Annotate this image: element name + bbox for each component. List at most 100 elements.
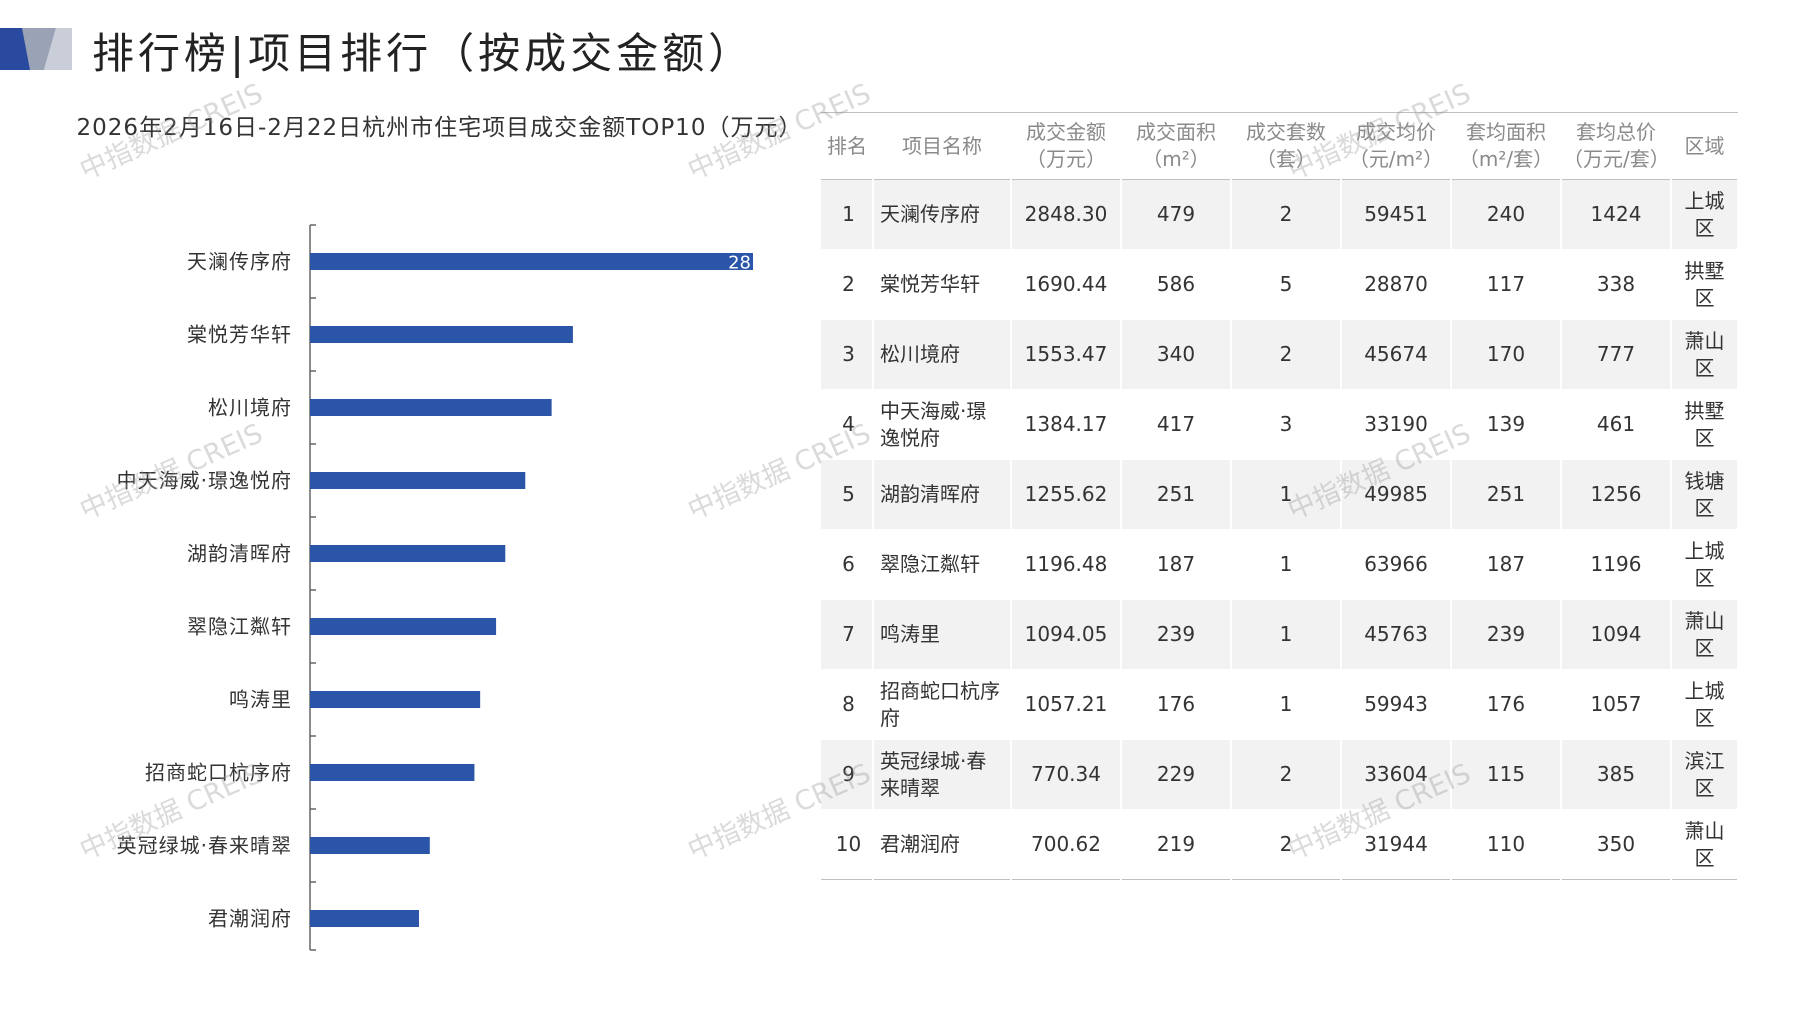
table-row: 4 中天海威·璟逸悦府 1384.17 417 3 33190 139 461 拱墅区 [821,389,1739,460]
table-header-cell: 成交均价 （元/m²） [1341,113,1451,180]
table-cell-rank: 1 [821,179,874,250]
table-cell-avg-price: 45763 [1341,599,1452,670]
table-cell-district: 拱墅区 [1671,249,1739,320]
table-cell-units: 1 [1231,669,1342,740]
bar [310,326,573,343]
table-cell-avg-price: 59451 [1341,179,1452,250]
table-cell-avg-total: 461 [1561,389,1672,460]
table-body: 1 天澜传序府 2848.30 479 2 59451 240 1424 上城区 2 棠悦芳华轩 16… [821,179,1739,880]
bar [310,764,475,781]
table-cell-units: 1 [1231,459,1342,530]
table-cell-avg-price: 31944 [1341,809,1452,880]
table-cell-avg-area: 139 [1451,389,1562,460]
table-cell-amount: 1384.17 [1011,389,1122,460]
table-cell-name: 招商蛇口杭序府 [873,669,1012,740]
table-cell-name: 鸣涛里 [873,599,1012,670]
table-cell-name: 天澜传序府 [873,179,1012,250]
table-row: 1 天澜传序府 2848.30 479 2 59451 240 1424 上城区 [821,179,1739,250]
header-text: （万元/套） [1563,147,1670,171]
category-label: 中天海威·璟逸悦府 [117,469,292,493]
table-cell-avg-total: 1094 [1561,599,1672,670]
table-header-row: 排名 项目名称 成交金额 （万元） 成交面积 （m²） 成交套数 （套） 成交均价 （元/m²） 套… [821,112,1738,180]
table-cell-district: 萧山区 [1671,599,1739,670]
header-text: 套均面积 [1466,120,1546,144]
header-decoration-icon [0,28,72,70]
table-header-cell: 成交套数 （套） [1231,113,1341,180]
table-cell-district: 萧山区 [1671,809,1739,880]
table-cell-amount: 1196.48 [1011,529,1122,600]
table-cell-rank: 3 [821,319,874,390]
header-text: 成交面积 [1136,120,1216,144]
table-cell-name: 英冠绿城·春来晴翠 [873,739,1012,810]
page-title: 排行榜|项目排行（按成交金额） [92,29,755,78]
table-cell-amount: 1690.44 [1011,249,1122,320]
table-cell-name: 中天海威·璟逸悦府 [873,389,1012,460]
header-text: 套均总价 [1576,120,1656,144]
table-cell-avg-area: 251 [1451,459,1562,530]
table-cell-district: 萧山区 [1671,319,1739,390]
table-cell-units: 1 [1231,529,1342,600]
table-cell-avg-total: 777 [1561,319,1672,390]
category-label: 英冠绿城·春来晴翠 [117,834,292,858]
category-label: 湖韵清晖府 [187,542,292,566]
table-cell-avg-area: 170 [1451,319,1562,390]
chart-title: 2026年2月16日-2月22日杭州市住宅项目成交金额TOP10（万元） [76,115,803,141]
table-cell-district: 上城区 [1671,669,1739,740]
table-cell-area: 479 [1121,179,1232,250]
category-label: 天澜传序府 [187,250,292,274]
table-cell-rank: 4 [821,389,874,460]
table-cell-name: 翠隐江粼轩 [873,529,1012,600]
category-label: 棠悦芳华轩 [187,323,292,347]
table-cell-name: 棠悦芳华轩 [873,249,1012,320]
table-cell-area: 340 [1121,319,1232,390]
bar [310,545,506,562]
header-text: 成交套数 [1246,120,1326,144]
table-cell-units: 2 [1231,739,1342,810]
header-text: 成交金额 [1026,120,1106,144]
table-cell-avg-area: 239 [1451,599,1562,670]
table-cell-area: 417 [1121,389,1232,460]
table-cell-amount: 770.34 [1011,739,1122,810]
table-row: 7 鸣涛里 1094.05 239 1 45763 239 1094 萧山区 [821,599,1739,670]
table-cell-amount: 2848.30 [1011,179,1122,250]
table-cell-avg-total: 350 [1561,809,1672,880]
table-cell-rank: 7 [821,599,874,670]
bar-chart: 天澜传序府 28 棠悦芳华轩松川境府中天海威·璟逸悦府湖韵清晖府翠隐江粼轩鸣涛里招商… [117,224,753,951]
table-cell-avg-price: 45674 [1341,319,1452,390]
table-cell-avg-total: 1057 [1561,669,1672,740]
table-cell-district: 拱墅区 [1671,389,1739,460]
category-label: 招商蛇口杭序府 [145,761,292,785]
table-cell-units: 1 [1231,599,1342,670]
table-cell-avg-price: 28870 [1341,249,1452,320]
header-text: 区域 [1684,133,1725,158]
table-header-cell: 成交面积 （m²） [1121,113,1231,180]
header-text: （m²/套） [1458,147,1554,171]
table-cell-avg-area: 187 [1451,529,1562,600]
table-cell-name: 湖韵清晖府 [873,459,1012,530]
ranking-table: 排名 项目名称 成交金额 （万元） 成交面积 （m²） 成交套数 （套） 成交均价 （元/m²） 套… [821,112,1739,880]
table-cell-avg-price: 33190 [1341,389,1452,460]
bar [310,910,419,927]
table-cell-avg-price: 49985 [1341,459,1452,530]
table-cell-district: 上城区 [1671,179,1739,250]
header-text: （万元） [1026,147,1106,171]
table-row: 6 翠隐江粼轩 1196.48 187 1 63966 187 1196 上城区 [821,529,1739,600]
table-cell-avg-area: 176 [1451,669,1562,740]
table-cell-units: 2 [1231,809,1342,880]
table-cell-area: 176 [1121,669,1232,740]
table-row: 10 君潮润府 700.62 219 2 31944 110 350 萧山区 [821,809,1739,880]
table-cell-rank: 8 [821,669,874,740]
table-cell-amount: 1057.21 [1011,669,1122,740]
table-row: 2 棠悦芳华轩 1690.44 586 5 28870 117 338 拱墅区 [821,249,1739,320]
table-cell-district: 滨江区 [1671,739,1739,810]
table-cell-name: 君潮润府 [873,809,1012,880]
category-label: 松川境府 [208,396,292,420]
table-cell-name: 松川境府 [873,319,1012,390]
table-row: 8 招商蛇口杭序府 1057.21 176 1 59943 176 1057 上城区 [821,669,1739,740]
bar [310,472,526,489]
table-header-cell: 套均面积 （m²/套） [1451,113,1561,180]
table-header-cell: 成交金额 （万元） [1011,113,1121,180]
table-cell-units: 2 [1231,319,1342,390]
bar [310,618,497,635]
table-cell-avg-area: 240 [1451,179,1562,250]
